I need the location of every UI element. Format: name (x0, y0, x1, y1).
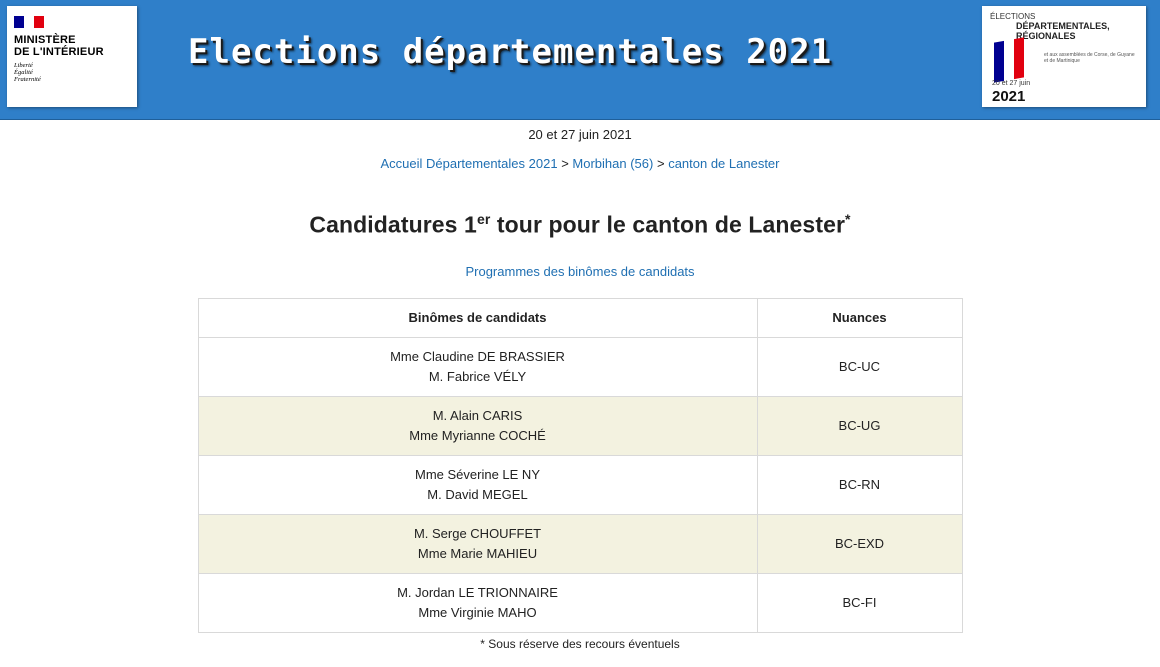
breadcrumb-department-link[interactable]: Morbihan (56) (572, 156, 654, 171)
election-dates: 20 et 27 juin 2021 (528, 127, 632, 142)
table-row: M. Serge CHOUFFET Mme Marie MAHIEU BC-EX… (197, 513, 963, 574)
election-logo-year: 2021 (992, 88, 1026, 105)
candidate-name: M. Serge CHOUFFET (413, 525, 542, 541)
election-logo-line2: DÉPARTEMENTALES, (1016, 21, 1110, 31)
page-title-suffix: tour pour le canton de Lanester (490, 211, 846, 238)
breadcrumb-separator: > (656, 156, 665, 171)
page-title-sup: er (476, 211, 491, 227)
candidate-name: M. David MEGEL (427, 486, 528, 502)
table-row: Mme Séverine LE NY M. David MEGEL BC-RN (197, 454, 963, 515)
election-logo-date: 20 et 27 juin (992, 80, 1031, 87)
candidate-name: Mme Virginie MAHO (418, 604, 537, 620)
tricolor-flag-icon (994, 37, 1024, 83)
candidate-pair-cell: Mme Séverine LE NY M. David MEGEL (197, 454, 758, 515)
breadcrumb-canton-link[interactable]: canton de Lanester (668, 156, 780, 171)
candidate-name: Mme Claudine DE BRASSIER (390, 348, 565, 364)
table-row: M. Jordan LE TRIONNAIRE Mme Virginie MAH… (197, 572, 963, 633)
candidate-name: M. Jordan LE TRIONNAIRE (397, 584, 558, 600)
table-row: M. Alain CARIS Mme Myrianne COCHÉ BC-UG (197, 395, 963, 456)
ministry-logo[interactable]: MINISTÈRE DE L'INTÉRIEUR Liberté Égalité … (7, 6, 137, 107)
candidate-pair-cell: Mme Claudine DE BRASSIER M. Fabrice VÉLY (197, 336, 758, 397)
nuance-cell: BC-FI (756, 572, 963, 633)
nuance-cell: BC-RN (756, 454, 963, 515)
election-logo-line1: ÉLECTIONS (990, 12, 1036, 21)
candidate-name: Mme Séverine LE NY (415, 466, 540, 482)
ministry-name: MINISTÈRE DE L'INTÉRIEUR (14, 34, 104, 58)
election-logo-small-text: et aux assemblées de Corse, de Guyane et… (1044, 52, 1135, 64)
page-title-prefix: Candidatures 1 (309, 211, 477, 238)
nuance-cell: BC-UG (756, 395, 963, 456)
programmes-section: Programmes des binômes de candidats (0, 264, 1160, 279)
candidate-name: Mme Myrianne COCHÉ (409, 427, 546, 443)
breadcrumb-separator: > (561, 156, 569, 171)
candidate-name: Mme Marie MAHIEU (417, 545, 538, 561)
candidate-name: M. Alain CARIS (432, 407, 523, 423)
nuance-cell: BC-EXD (756, 513, 963, 574)
election-logo-line3: RÉGIONALES (1016, 31, 1076, 41)
breadcrumb: Accueil Départementales 2021 > Morbihan … (0, 156, 1160, 171)
nuance-cell: BC-UC (756, 336, 963, 397)
programmes-link[interactable]: Programmes des binômes de candidats (465, 263, 695, 279)
breadcrumb-home-link[interactable]: Accueil Départementales 2021 (380, 156, 558, 171)
candidate-pair-cell: M. Jordan LE TRIONNAIRE Mme Virginie MAH… (197, 572, 758, 633)
candidate-name: M. Fabrice VÉLY (428, 368, 527, 384)
page-title-star: * (845, 211, 851, 227)
banner-title: Elections départementales 2021 (188, 32, 833, 72)
table-header-row: Binômes de candidats Nuances (197, 297, 963, 338)
ministry-motto: Liberté Égalité Fraternité (14, 62, 41, 83)
table-row: Mme Claudine DE BRASSIER M. Fabrice VÉLY… (197, 336, 963, 397)
candidates-table: Binômes de candidats Nuances Mme Claudin… (197, 297, 963, 633)
page-title: Candidatures 1er tour pour le canton de … (0, 211, 1160, 239)
column-header-candidates: Binômes de candidats (197, 297, 758, 338)
candidate-pair-cell: M. Serge CHOUFFET Mme Marie MAHIEU (197, 513, 758, 574)
candidate-pair-cell: M. Alain CARIS Mme Myrianne COCHÉ (197, 395, 758, 456)
column-header-nuances: Nuances (756, 297, 963, 338)
election-logo[interactable]: ÉLECTIONS DÉPARTEMENTALES, RÉGIONALES et… (982, 6, 1146, 107)
french-flag-icon (14, 16, 44, 28)
header-banner: MINISTÈRE DE L'INTÉRIEUR Liberté Égalité … (0, 0, 1160, 120)
footnote: * Sous réserve des recours éventuels (480, 636, 680, 651)
